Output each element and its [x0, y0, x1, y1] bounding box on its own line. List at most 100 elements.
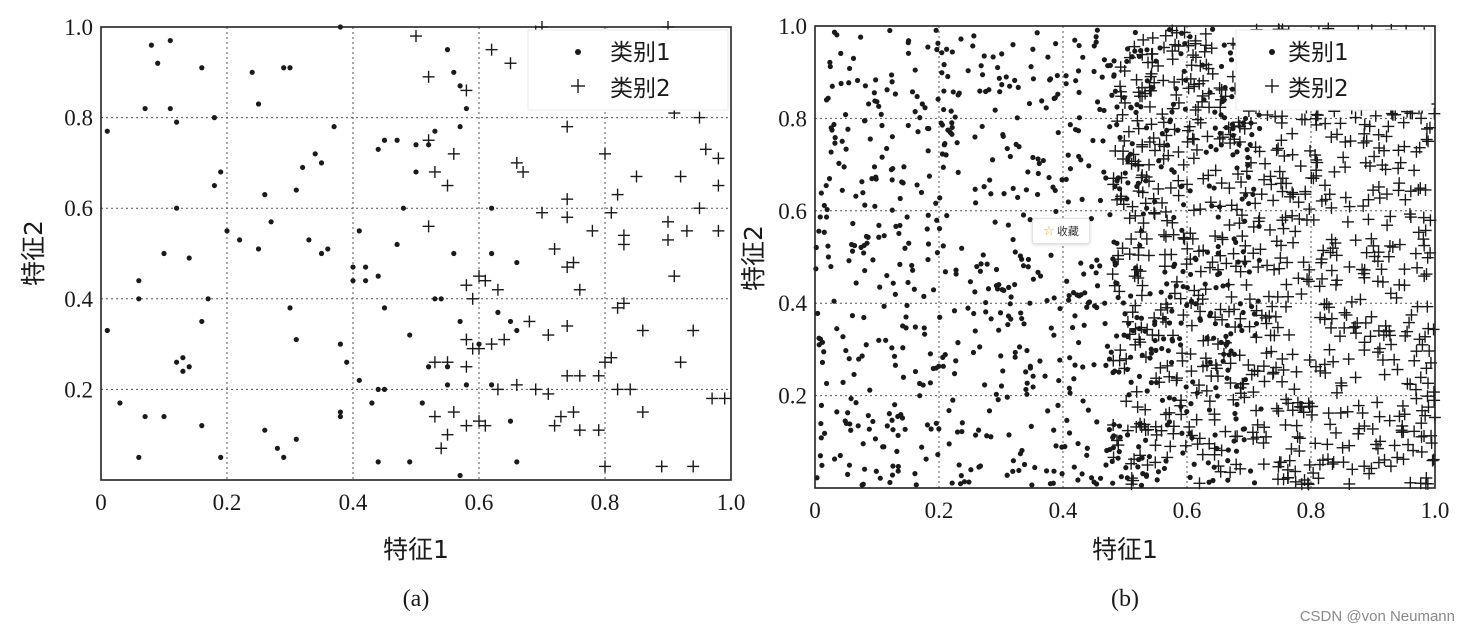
data-point-class2	[1264, 329, 1277, 342]
data-point-class2	[1199, 283, 1212, 296]
data-point-class2	[662, 215, 674, 228]
data-point-class1	[892, 402, 898, 408]
data-point-class2	[561, 193, 574, 206]
data-point-class2	[599, 147, 611, 160]
data-point-class1	[344, 359, 350, 365]
data-point-class1	[1005, 313, 1012, 319]
data-point-class2	[1139, 351, 1152, 364]
data-point-class2	[1271, 473, 1284, 486]
data-point-class2	[1213, 82, 1226, 95]
data-point-class1	[1072, 313, 1078, 319]
favorite-button[interactable]: ☆ 收藏	[1032, 218, 1090, 244]
data-point-class1	[813, 266, 819, 272]
data-point-class2	[561, 120, 574, 133]
data-point-class1	[1012, 354, 1018, 360]
data-point-class1	[1032, 464, 1038, 471]
data-point-class1	[1153, 347, 1159, 353]
data-point-class2	[1410, 392, 1423, 405]
data-point-class2	[1314, 311, 1327, 324]
data-point-class1	[893, 223, 899, 229]
data-point-class1	[935, 40, 941, 46]
y-tick-label: 0.4	[778, 291, 807, 316]
data-point-class2	[573, 424, 586, 437]
data-point-class2	[1128, 40, 1141, 53]
data-point-class1	[363, 278, 369, 284]
data-point-class1	[381, 305, 388, 311]
data-point-class1	[850, 55, 857, 62]
data-point-class2	[1372, 128, 1385, 141]
data-point-class1	[1188, 401, 1194, 407]
legend-label-class2-a: 类别2	[610, 76, 671, 102]
data-point-class1	[925, 241, 932, 247]
data-point-class1	[1037, 358, 1043, 364]
data-point-class1	[1147, 291, 1153, 297]
data-point-class1	[1247, 141, 1253, 148]
data-point-class1	[941, 142, 947, 148]
data-point-class2	[1122, 125, 1135, 138]
data-point-class1	[858, 244, 864, 250]
data-point-class2	[491, 383, 504, 396]
data-point-class1	[1090, 137, 1096, 144]
data-point-class1	[1128, 105, 1134, 111]
data-point-class1	[1240, 249, 1246, 255]
data-point-class1	[877, 475, 883, 481]
data-point-class1	[850, 220, 856, 227]
data-point-class1	[1071, 464, 1077, 470]
data-point-class2	[1172, 189, 1185, 202]
data-point-class2	[1423, 345, 1436, 358]
data-point-class2	[1257, 360, 1270, 373]
data-point-class2	[1205, 42, 1218, 55]
data-point-class1	[1025, 264, 1031, 270]
data-point-class2	[1148, 311, 1161, 324]
data-point-class2	[1129, 322, 1142, 335]
data-point-class1	[1206, 183, 1212, 189]
data-point-class2	[1215, 444, 1228, 457]
data-point-class2	[1235, 176, 1248, 189]
data-point-class2	[1286, 404, 1299, 417]
data-point-class2	[1114, 80, 1127, 93]
data-point-class2	[1418, 270, 1431, 283]
data-point-class1	[318, 160, 325, 166]
data-point-class2	[1109, 144, 1122, 157]
data-point-class2	[1277, 222, 1290, 235]
y-tick-label: 0.2	[778, 384, 807, 409]
data-point-class1	[1028, 423, 1034, 429]
data-point-class1	[167, 37, 173, 44]
data-point-class1	[981, 184, 987, 190]
data-point-class1	[1030, 276, 1036, 282]
data-point-class1	[1024, 380, 1030, 386]
data-point-class2	[1199, 352, 1212, 365]
data-point-class1	[854, 77, 861, 84]
data-point-class2	[1325, 131, 1338, 144]
data-point-class1	[1233, 448, 1240, 454]
data-point-class2	[1338, 306, 1351, 319]
data-point-class1	[919, 101, 925, 107]
data-point-class2	[1409, 247, 1422, 260]
data-point-class1	[819, 462, 825, 468]
data-point-class2	[1322, 407, 1335, 420]
data-point-class1	[897, 222, 903, 229]
data-point-class1	[1168, 359, 1175, 366]
x-tick-label: 0	[95, 490, 107, 515]
data-point-class1	[514, 459, 520, 465]
data-point-class2	[1403, 316, 1416, 329]
data-point-class2	[1208, 408, 1221, 421]
data-point-class1	[986, 87, 992, 93]
data-point-class1	[832, 135, 838, 141]
data-point-class1	[840, 334, 846, 340]
data-point-class2	[1417, 233, 1430, 246]
data-point-class1	[996, 75, 1002, 81]
y-axis-label-a: 特征2	[19, 220, 48, 286]
data-point-class1	[218, 169, 224, 175]
data-point-class2	[1172, 174, 1185, 187]
data-point-class1	[1102, 300, 1108, 306]
data-point-class2	[561, 319, 574, 332]
data-point-class2	[1422, 401, 1435, 414]
data-point-class2	[1360, 135, 1373, 148]
data-point-class2	[1198, 45, 1211, 58]
data-point-class1	[1136, 444, 1142, 450]
data-point-class1	[1034, 30, 1040, 36]
data-point-class2	[1277, 363, 1290, 376]
data-point-class2	[1276, 352, 1289, 365]
data-point-class2	[441, 428, 454, 441]
